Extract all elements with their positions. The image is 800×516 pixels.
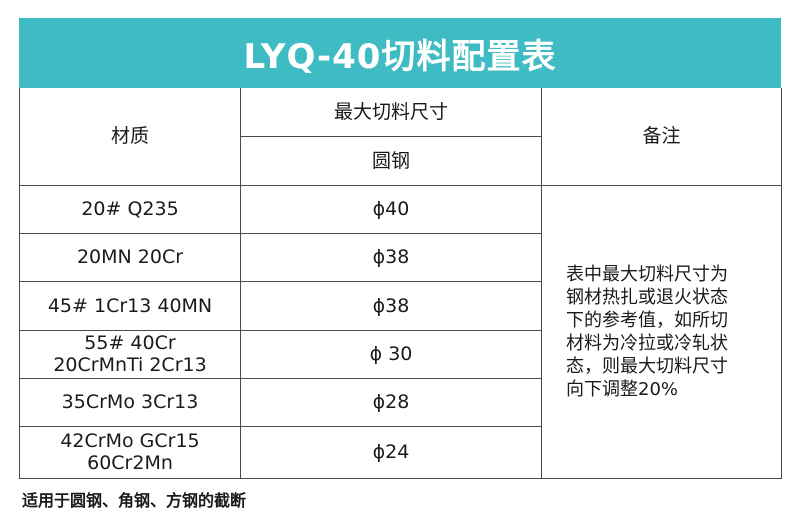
material-line: 60Cr2Mn — [87, 452, 173, 474]
material-cell: 20# Q235 — [19, 184, 241, 234]
material-cell: 42CrMo GCr15 60Cr2Mn — [19, 425, 241, 479]
material-line: 20CrMnTi 2Cr13 — [53, 354, 207, 376]
size-cell: ϕ28 — [240, 377, 542, 427]
material-line: 45# 1Cr13 40MN — [47, 294, 213, 317]
size-cell: ϕ24 — [240, 425, 542, 479]
remark-line: 表中最大切料尺寸为 — [566, 263, 728, 285]
remark-line: 向下调整20% — [566, 378, 679, 400]
table-row: 20# Q235 ϕ40 表中最大切料尺寸为 钢材热扎或退火状态 下的参考值，如… — [19, 184, 782, 479]
material-cell: 45# 1Cr13 40MN — [19, 280, 241, 331]
page-title: LYQ-40切料配置表 — [243, 36, 557, 77]
table-row: 42CrMo GCr15 60Cr2Mn ϕ24 — [19, 425, 782, 479]
remark-line: 态，则最大切料尺寸 — [566, 355, 728, 377]
table-row: 55# 40Cr 20CrMnTi 2Cr13 ϕ 30 — [19, 329, 782, 379]
header-max-size: 最大切料尺寸 — [240, 88, 542, 137]
remark-line: 材料为冷拉或冷轧状 — [566, 332, 728, 354]
spec-table: 材质 最大切料尺寸 备注 圆钢 20# Q235 ϕ40 表中最大切料尺寸为 钢… — [19, 88, 782, 479]
header-remark: 备注 — [541, 88, 782, 186]
remark-cell: 表中最大切料尺寸为 钢材热扎或退火状态 下的参考值，如所切 材料为冷拉或冷轧状 … — [541, 184, 782, 479]
remark-line: 下的参考值，如所切 — [566, 309, 728, 331]
remark-line: 钢材热扎或退火状态 — [566, 286, 728, 308]
size-cell: ϕ38 — [240, 232, 542, 282]
material-cell: 20MN 20Cr — [19, 232, 241, 282]
subheader-row: 圆钢 — [20, 135, 782, 186]
header-round-steel: 圆钢 — [240, 135, 542, 186]
table-row: 20MN 20Cr ϕ38 — [19, 232, 782, 282]
size-cell: ϕ38 — [240, 280, 542, 331]
material-line: 42CrMo GCr15 — [60, 430, 200, 452]
material-line: 55# 40Cr — [84, 332, 176, 354]
material-line: 20# Q235 — [81, 198, 179, 220]
material-cell: 35CrMo 3Cr13 — [19, 377, 241, 427]
material-line: 35CrMo 3Cr13 — [61, 391, 199, 413]
table-row: 45# 1Cr13 40MN ϕ38 — [19, 280, 782, 331]
size-cell: ϕ40 — [240, 184, 542, 234]
size-cell: ϕ 30 — [240, 329, 542, 379]
material-line: 20MN 20Cr — [76, 246, 184, 268]
footnote: 适用于圆钢、角钢、方钢的截断 — [22, 491, 247, 510]
header-material: 材质 — [19, 88, 241, 186]
header-row: 材质 最大切料尺寸 备注 — [19, 88, 782, 186]
title-banner: LYQ-40切料配置表 — [19, 18, 781, 88]
material-cell: 55# 40Cr 20CrMnTi 2Cr13 — [19, 329, 241, 379]
